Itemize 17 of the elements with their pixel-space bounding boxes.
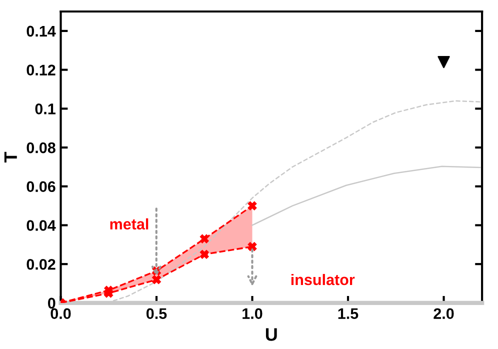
y-tick-label: 0.14: [26, 26, 56, 37]
x-tick-label: 1.0: [242, 308, 262, 320]
annotation: metal: [110, 218, 148, 230]
x-tick-label: 0.5: [146, 308, 167, 320]
y-tick-label: 0.1: [35, 104, 56, 114]
y-tick-label: 0.06: [26, 181, 56, 192]
y-tick-label: 0: [48, 298, 56, 309]
y-tick-label: 0.04: [26, 220, 56, 231]
x-tick-label: 0.0: [50, 308, 71, 320]
x-axis-title: U: [266, 328, 277, 341]
x-tick-label: 1.5: [338, 308, 358, 320]
y-tick-label: 0.12: [26, 64, 56, 76]
y-axis-title: T: [4, 152, 17, 163]
x-tick-label: 2.0: [434, 308, 454, 320]
y-tick-label: 0.02: [26, 258, 56, 270]
annotation: insulator: [291, 274, 355, 286]
y-tick-label: 0.08: [26, 142, 56, 154]
